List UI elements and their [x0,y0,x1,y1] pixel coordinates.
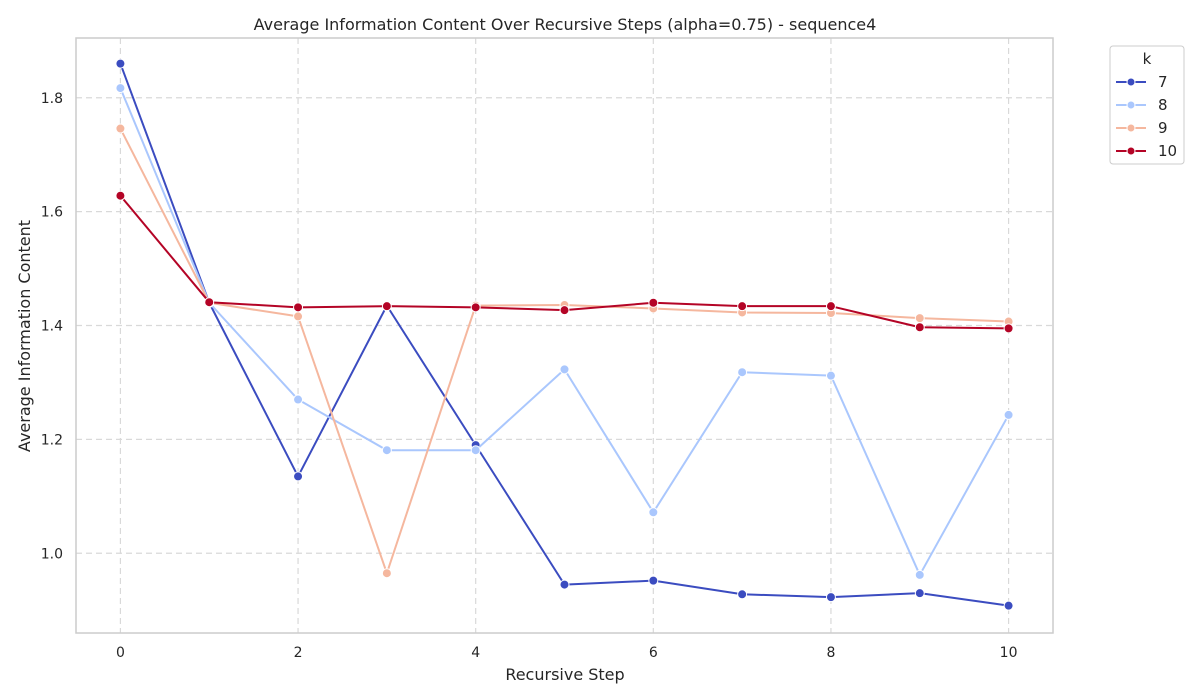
x-tick-label: 2 [294,645,303,661]
data-point [914,313,925,324]
data-point [115,190,126,201]
series-k-9 [115,123,1014,579]
tick-layer: 0 2 4 6 8 10 1.0 1.2 1.4 1.6 1.8 [41,91,1018,661]
data-point [293,394,304,405]
data-point [914,322,925,333]
data-point [381,445,392,456]
legend: k 7 8 9 10 [1109,45,1185,165]
legend-item-k-10: 10 [1116,142,1177,160]
series-line [119,63,1009,607]
data-point [115,58,126,69]
data-point [648,507,659,518]
chart-title: Average Information Content Over Recursi… [254,15,877,34]
y-axis-label: Average Information Content [15,220,34,452]
data-point [914,569,925,580]
data-point [381,301,392,312]
data-point [737,589,748,600]
y-tick-label: 1.8 [41,91,63,107]
data-point [648,297,659,308]
data-point [470,445,481,456]
legend-box [1109,45,1185,165]
legend-label: 7 [1158,73,1168,91]
plot-frame [75,37,1054,634]
data-point [204,297,215,308]
legend-marker [1126,123,1136,133]
data-point [1003,323,1014,334]
legend-marker [1126,100,1136,110]
data-point [737,367,748,378]
data-point [1003,409,1014,420]
data-point [293,302,304,313]
series-k-10 [115,190,1014,334]
y-tick-label: 1.6 [41,205,63,221]
legend-marker [1126,146,1136,156]
legend-items: 7 8 9 10 [1116,73,1177,160]
data-point [293,311,304,322]
data-point [825,301,836,312]
data-point [470,302,481,313]
y-tick-label: 1.2 [41,432,63,448]
x-axis-label: Recursive Step [505,665,624,684]
data-point [737,301,748,312]
grid-layer [76,38,1053,633]
data-point [559,305,570,316]
y-tick-label: 1.0 [41,546,63,562]
data-point [559,579,570,590]
legend-label: 10 [1158,142,1177,160]
data-point [115,83,126,94]
data-point [293,471,304,482]
legend-item-k-8: 8 [1116,96,1168,114]
data-point [559,364,570,375]
data-point [648,575,659,586]
x-tick-label: 8 [826,645,835,661]
data-point [825,592,836,603]
data-point [115,123,126,134]
x-tick-label: 4 [471,645,480,661]
series-k-8 [115,83,1014,580]
legend-label: 9 [1158,119,1168,137]
data-point [914,588,925,599]
data-point [1003,600,1014,611]
x-tick-label: 10 [1000,645,1018,661]
series-k-7 [115,58,1014,611]
legend-label: 8 [1158,96,1168,114]
legend-title: k [1143,50,1152,68]
x-tick-label: 6 [649,645,658,661]
data-point [825,370,836,381]
x-tick-label: 0 [116,645,125,661]
y-tick-label: 1.4 [41,319,63,335]
series-line [119,87,1010,576]
legend-marker [1126,77,1136,87]
legend-item-k-9: 9 [1116,119,1168,137]
data-point [381,568,392,579]
legend-item-k-7: 7 [1116,73,1168,91]
series-layer [115,58,1014,611]
